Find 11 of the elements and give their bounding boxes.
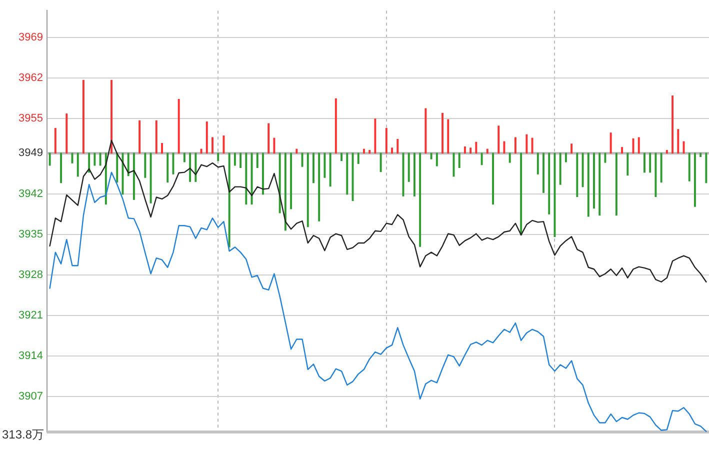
text: 313.8万 <box>2 427 44 442</box>
y-tick-label: 3942 <box>18 188 43 200</box>
y-tick-label: 3962 <box>18 72 43 84</box>
y-tick-label: 3914 <box>18 350 43 362</box>
y-tick-label: 3969 <box>18 31 43 44</box>
y-tick-label: 3955 <box>18 112 43 124</box>
y-tick-label: 3949 <box>18 147 43 160</box>
y-tick-label: 3921 <box>18 310 43 322</box>
y-tick-label: 3928 <box>18 268 43 281</box>
y-tick-label: 3907 <box>18 390 43 403</box>
y-tick-label: 3935 <box>18 228 43 240</box>
